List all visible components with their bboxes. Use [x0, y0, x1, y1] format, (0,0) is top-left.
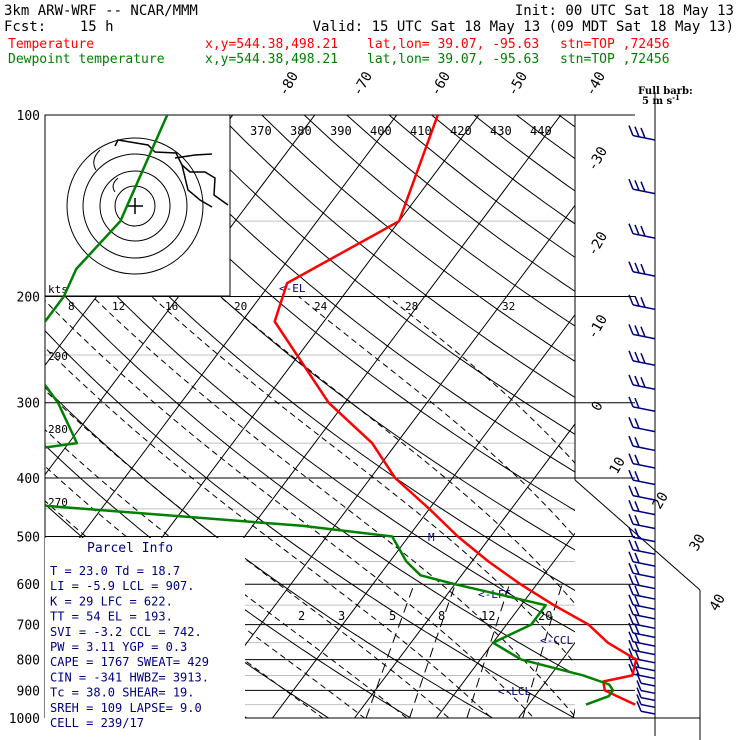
parcel-info-row: SVI = -3.2 CCL = 742.	[50, 625, 202, 639]
isotherm-label: -30	[585, 144, 612, 174]
moist-adiabat-label: 430	[490, 124, 512, 138]
parcel-info-title: Parcel Info	[87, 541, 173, 556]
isotherm-label: -60	[428, 69, 455, 99]
dew-legend-label: Dewpoint temperature	[8, 52, 165, 67]
pressure-tick-label: 800	[17, 654, 40, 669]
parcel-info-row: CAPE = 1767 SWEAT= 429	[50, 655, 209, 669]
parcel-info-row: T = 23.0 Td = 18.7	[50, 564, 180, 578]
isotherm-label: 40	[707, 591, 729, 614]
trace-temperature	[273, 115, 638, 706]
trace-dewpoint-temperature	[45, 115, 615, 706]
parcel-info-row: CIN = -341 HWBZ= 3913.	[50, 670, 209, 684]
hodograph-inset	[44, 114, 231, 297]
dew-legend-xy: x,y=544.38,498.21	[205, 52, 338, 67]
hodograph-speed-label: 16	[165, 300, 178, 313]
parcel-info-row: PW = 3.11 YGP = 0.3	[50, 640, 187, 654]
moist-adiabat-label: 400	[370, 124, 392, 138]
dew-legend-latlon: lat,lon= 39.07, -95.63	[367, 52, 539, 67]
hodograph-speed-label: 12	[112, 300, 125, 313]
hodograph-speed-label: 20	[234, 300, 247, 313]
isotherm-label: -70	[350, 69, 377, 99]
isotherm-label: 10	[607, 454, 629, 477]
dew-legend-stn: stn=TOP ,72456	[560, 52, 670, 67]
isotherm-label: 30	[687, 531, 709, 554]
level-marker: <-LCL	[498, 685, 531, 698]
dry-adiabat-label: 280	[48, 423, 68, 436]
hodograph-speed-label: 8	[68, 300, 75, 313]
pressure-tick-label: 200	[17, 291, 40, 306]
valid-time: Valid: 15 UTC Sat 18 May 13 (09 MDT Sat …	[313, 19, 734, 35]
isotherm-label: 20	[650, 489, 672, 512]
moist-adiabat-label: 380	[290, 124, 312, 138]
pressure-tick-label: 700	[17, 619, 40, 634]
level-marker: <-CCL	[540, 634, 573, 647]
pressure-tick-label: 600	[17, 578, 40, 593]
isotherm-label: 0	[589, 399, 607, 414]
moist-adiabat-label: 420	[450, 124, 472, 138]
mixing-ratio-label: 5	[389, 609, 396, 623]
isotherm-label: -80	[276, 69, 303, 99]
barb-key-line2: 5 m s-1	[642, 93, 680, 107]
moist-adiabat-label: 390	[330, 124, 352, 138]
hodograph-speed-label: 24	[314, 300, 328, 313]
hodograph-speed-label: 28	[405, 300, 418, 313]
temp-legend-stn: stn=TOP ,72456	[560, 37, 670, 52]
isotherm-label: -10	[585, 312, 612, 342]
moist-adiabat-label: 370	[250, 124, 272, 138]
dry-adiabat-label: 290	[48, 350, 68, 363]
pressure-tick-label: 1000	[9, 712, 40, 727]
hodograph-speed-label: 32	[502, 300, 515, 313]
model-title: 3km ARW-WRF -- NCAR/MMM	[4, 3, 198, 19]
hodograph-speed-label: kts	[48, 283, 68, 296]
temp-legend-xy: x,y=544.38,498.21	[205, 37, 338, 52]
init-time: Init: 00 UTC Sat 18 May 13	[515, 3, 734, 19]
mixing-ratio-label: 8	[438, 609, 445, 623]
parcel-info-row: Tc = 38.0 SHEAR= 19.	[50, 686, 195, 700]
isotherm-label: -50	[505, 69, 532, 99]
mixing-ratio-label: 3	[338, 609, 345, 623]
moist-adiabat-label: 440	[530, 124, 552, 138]
temp-legend-latlon: lat,lon= 39.07, -95.63	[367, 37, 539, 52]
parcel-info-row: LI = -5.9 LCL = 907.	[50, 579, 195, 593]
isotherm-label: -20	[585, 229, 612, 259]
pressure-tick-label: 400	[17, 472, 40, 487]
parcel-info-row: TT = 54 EL = 193.	[50, 610, 173, 624]
mixing-ratio-label: 2	[298, 609, 305, 623]
parcel-info-box	[45, 538, 245, 719]
pressure-tick-label: 100	[17, 109, 40, 124]
wind-barbs	[628, 125, 656, 715]
parcel-info-row: CELL = 239/17	[50, 716, 144, 730]
mixing-ratio-label: 12	[481, 609, 495, 623]
level-marker: M	[428, 531, 435, 544]
forecast-hour: Fcst: 15 h	[4, 19, 114, 35]
parcel-info-row: K = 29 LFC = 622.	[50, 594, 173, 608]
isotherm-label: -40	[583, 69, 610, 99]
pressure-tick-label: 300	[17, 397, 40, 412]
pressure-tick-label: 500	[17, 530, 40, 545]
temp-legend-label: Temperature	[8, 37, 94, 52]
moist-adiabat-label: 410	[410, 124, 432, 138]
parcel-info-row: SREH = 109 LAPSE= 9.0	[50, 701, 202, 715]
barb-key-line1: Full barb:	[638, 86, 693, 97]
pressure-tick-label: 900	[17, 684, 40, 699]
